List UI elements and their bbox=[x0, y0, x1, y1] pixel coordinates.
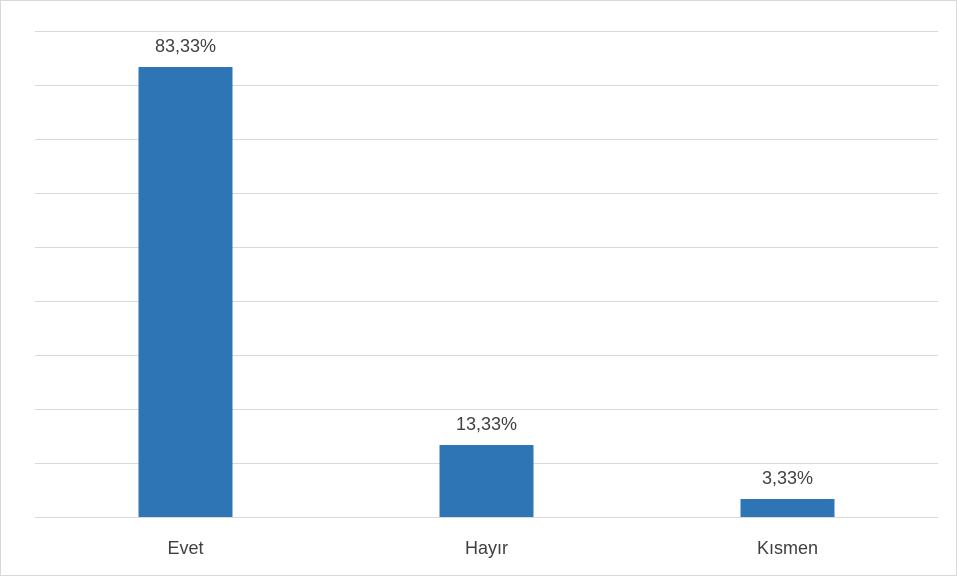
x-tick-label: Kısmen bbox=[757, 538, 818, 558]
data-labels: 83,33% 13,33% 3,33% bbox=[155, 36, 813, 488]
bars bbox=[138, 67, 835, 517]
x-axis-tick-labels: Evet Hayır Kısmen bbox=[167, 538, 818, 558]
x-tick-label: Evet bbox=[167, 538, 203, 558]
x-tick-label: Hayır bbox=[465, 538, 508, 558]
data-label: 83,33% bbox=[155, 36, 216, 56]
bar-hayır bbox=[439, 445, 534, 517]
bar-evet bbox=[138, 67, 233, 517]
data-label: 3,33% bbox=[762, 468, 813, 488]
bar-kısmen bbox=[740, 499, 835, 517]
data-label: 13,33% bbox=[456, 414, 517, 434]
